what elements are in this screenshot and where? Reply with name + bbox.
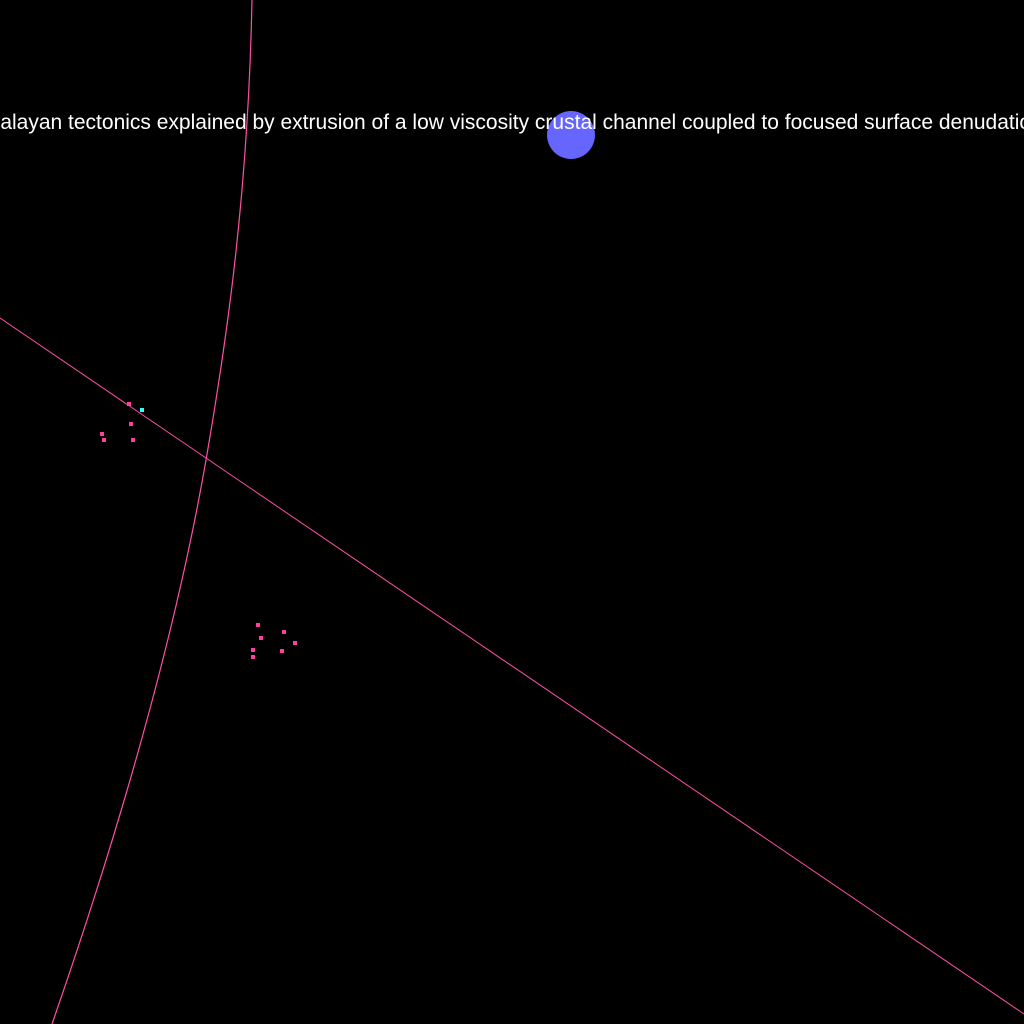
dot-cluster-lower — [251, 623, 297, 659]
cluster-dot — [100, 432, 104, 436]
dot-cluster-upper — [100, 402, 144, 442]
cluster-dot — [256, 623, 260, 627]
cluster-dot — [131, 438, 135, 442]
cluster-dot — [251, 655, 255, 659]
node-label: Himalayan tectonics explained by extrusi… — [0, 111, 1024, 134]
cluster-dot — [129, 422, 133, 426]
node-marker — [547, 111, 595, 159]
cluster-dot — [293, 641, 297, 645]
diagonal-line — [0, 317, 1024, 1015]
cluster-dot — [251, 648, 255, 652]
cluster-dot — [280, 649, 284, 653]
cluster-dot — [127, 402, 131, 406]
cluster-dot — [102, 438, 106, 442]
cluster-dot — [282, 630, 286, 634]
arc-curve — [51, 0, 253, 1024]
cluster-dot — [259, 636, 263, 640]
highlight-dot — [140, 408, 144, 412]
